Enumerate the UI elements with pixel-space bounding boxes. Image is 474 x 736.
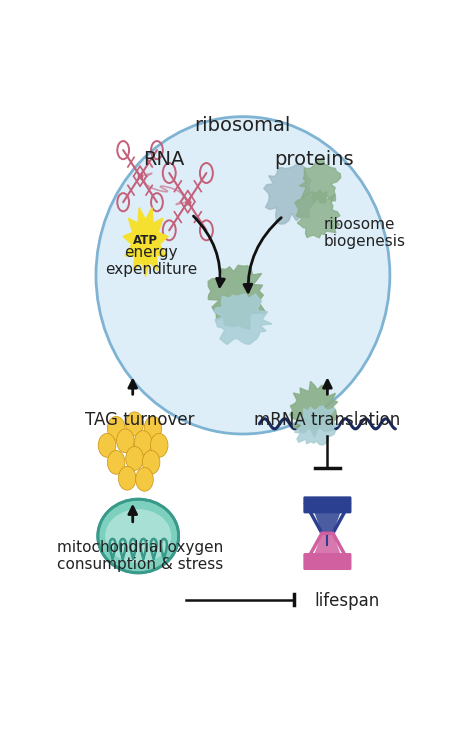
Ellipse shape [150,434,168,457]
Ellipse shape [136,467,153,491]
Text: TAG turnover: TAG turnover [85,411,195,429]
Ellipse shape [134,431,152,454]
Text: energy
expenditure: energy expenditure [105,245,197,277]
Polygon shape [123,208,168,277]
Ellipse shape [117,429,134,453]
Text: mRNA translation: mRNA translation [254,411,401,429]
Polygon shape [290,381,337,437]
Polygon shape [300,158,341,203]
Polygon shape [208,265,266,329]
Text: ribosomal: ribosomal [195,116,291,135]
FancyBboxPatch shape [303,496,352,514]
Polygon shape [295,190,340,238]
Ellipse shape [118,467,136,490]
Text: ATP: ATP [133,234,158,247]
Ellipse shape [126,412,143,436]
Ellipse shape [98,499,179,573]
Text: proteins: proteins [275,149,355,169]
Ellipse shape [98,434,116,457]
Ellipse shape [126,447,143,470]
Polygon shape [264,164,314,224]
Text: RNA: RNA [143,149,185,169]
Polygon shape [313,533,342,559]
Ellipse shape [108,450,125,474]
Ellipse shape [105,509,171,563]
Ellipse shape [142,450,160,474]
Polygon shape [313,508,342,533]
Polygon shape [214,294,272,344]
FancyBboxPatch shape [303,553,352,570]
Text: ribosome
biogenesis: ribosome biogenesis [324,216,406,249]
Polygon shape [294,406,338,445]
Ellipse shape [96,116,390,434]
Text: mitochondrial oxygen
consumption & stress: mitochondrial oxygen consumption & stres… [57,539,223,572]
Ellipse shape [108,417,125,440]
Ellipse shape [144,417,162,440]
Text: lifespan: lifespan [315,592,380,610]
